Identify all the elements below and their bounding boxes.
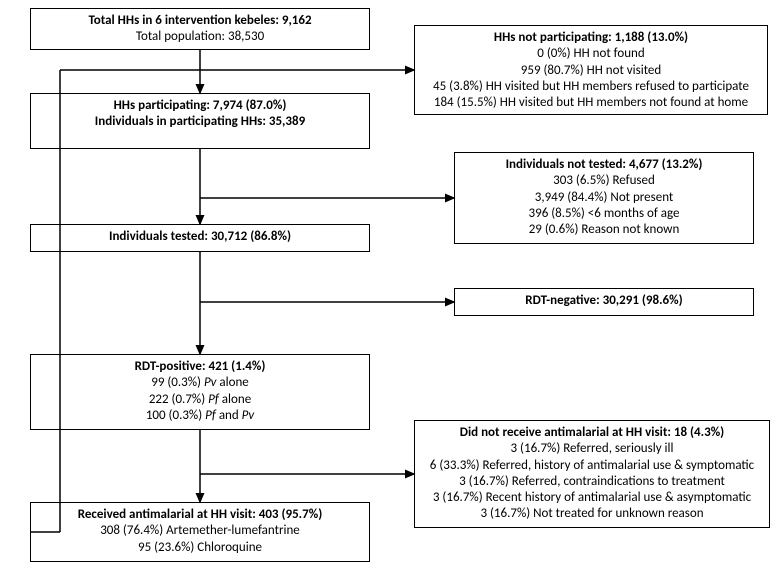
dnr-l1: 6 (33.3%) Referred, history of antimalar… <box>430 458 754 473</box>
dnr-l4: 3 (16.7%) Not treated for unknown reason <box>480 506 703 521</box>
received-l1: 95 (23.6%) Chloroquine <box>138 540 262 555</box>
not-tested-title: Individuals not tested: 4,677 (13.2%) <box>506 157 703 172</box>
box-not-tested: Individuals not tested: 4,677 (13.2%) 30… <box>454 152 754 244</box>
rdt-pos-title: RDT-positive: 421 (1.4%) <box>135 359 266 374</box>
not-participating-l2: 45 (3.8%) HH visited but HH members refu… <box>433 79 749 94</box>
box-tested: Individuals tested: 30,712 (86.8%) <box>30 224 370 252</box>
not-tested-l2: 396 (8.5%) <6 months of age <box>529 206 680 221</box>
participating-l1: HHs participating: 7,974 (87.0%) <box>114 98 287 113</box>
not-participating-title: HHs not participating: 1,188 (13.0%) <box>494 30 688 45</box>
rdt-pos-l1: 222 (0.7%) Pf alone <box>149 392 251 407</box>
rdt-pos-l2: 100 (0.3%) Pf and Pv <box>146 408 254 423</box>
box-received-antimalarial: Received antimalarial at HH visit: 403 (… <box>30 502 370 562</box>
not-participating-l0: 0 (0%) HH not found <box>537 46 644 61</box>
rdt-neg-title: RDT-negative: 30,291 (98.6%) <box>525 293 682 308</box>
dnr-title: Did not receive antimalarial at HH visit… <box>460 425 724 440</box>
box-rdt-positive: RDT-positive: 421 (1.4%) 99 (0.3%) Pv al… <box>30 354 370 430</box>
dnr-l0: 3 (16.7%) Referred, seriously ill <box>511 441 674 456</box>
total-title: Total HHs in 6 intervention kebeles: 9,1… <box>88 13 311 28</box>
not-tested-l0: 303 (6.5%) Refused <box>553 173 655 188</box>
dnr-l2: 3 (16.7%) Referred, contraindications to… <box>459 474 725 489</box>
not-participating-l3: 184 (15.5%) HH visited but HH members no… <box>434 95 748 110</box>
received-title: Received antimalarial at HH visit: 403 (… <box>78 507 323 522</box>
box-did-not-receive: Did not receive antimalarial at HH visit… <box>414 420 770 528</box>
box-participating: HHs participating: 7,974 (87.0%) Individ… <box>30 93 370 149</box>
box-total-hhs: Total HHs in 6 intervention kebeles: 9,1… <box>30 8 370 50</box>
tested-title: Individuals tested: 30,712 (86.8%) <box>109 229 291 244</box>
box-not-participating: HHs not participating: 1,188 (13.0%) 0 (… <box>414 25 768 115</box>
participating-l2: Individuals in participating HHs: 35,389 <box>95 114 305 129</box>
not-participating-l1: 959 (80.7%) HH not visited <box>521 63 661 78</box>
rdt-pos-l0: 99 (0.3%) Pv alone <box>151 375 249 390</box>
total-sub: Total population: 38,530 <box>136 29 264 44</box>
received-l0: 308 (76.4%) Artemether-lumefantrine <box>100 523 300 538</box>
not-tested-l1: 3,949 (84.4%) Not present <box>535 190 674 205</box>
not-tested-l3: 29 (0.6%) Reason not known <box>529 222 680 237</box>
dnr-l3: 3 (16.7%) Recent history of antimalarial… <box>433 490 751 505</box>
box-rdt-negative: RDT-negative: 30,291 (98.6%) <box>454 288 754 316</box>
